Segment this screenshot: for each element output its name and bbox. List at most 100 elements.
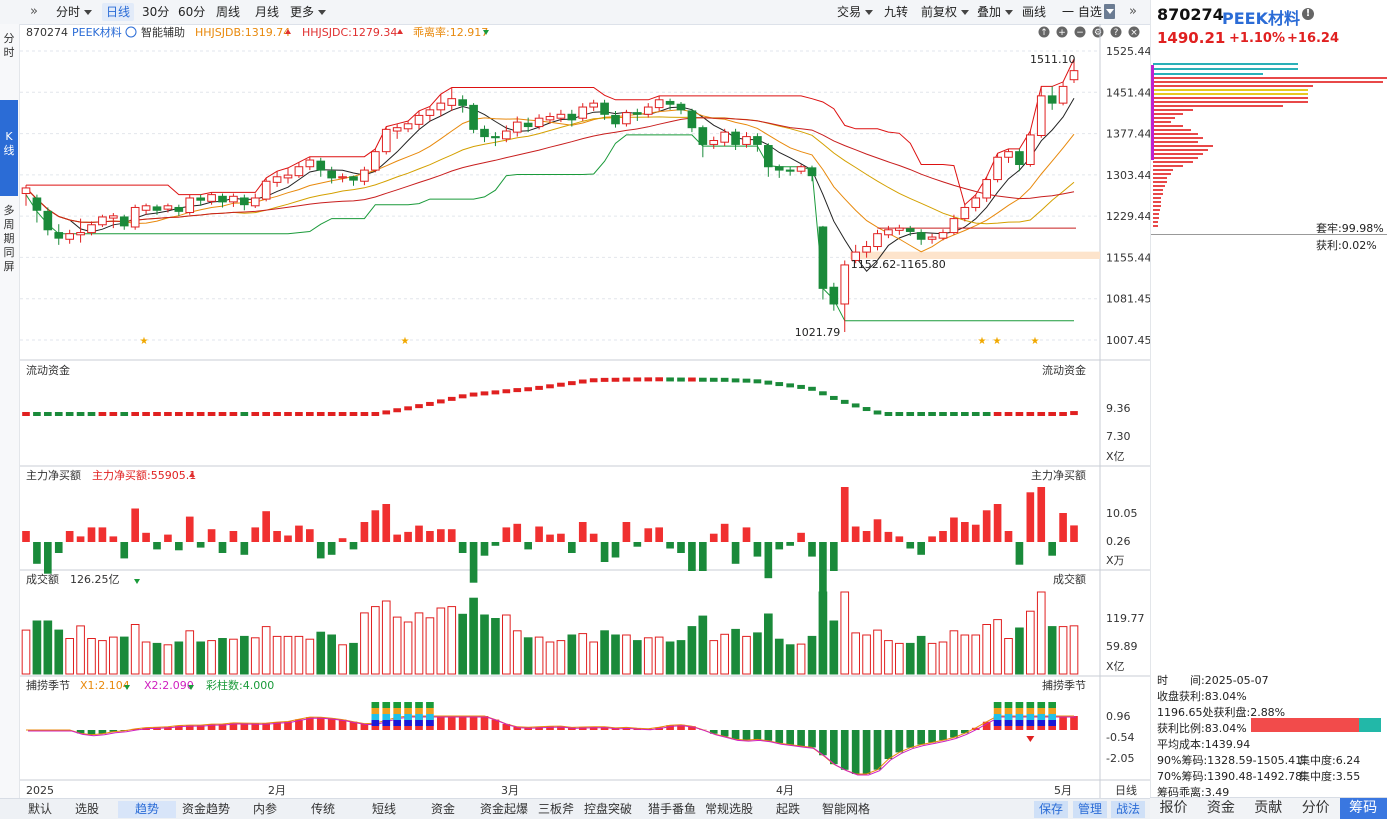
double-chevron-right-icon[interactable]: » [26,3,42,21]
candle [99,215,107,227]
season-bar [459,716,467,730]
indicator-tab[interactable]: 资金起爆 [472,801,536,818]
volume-bar [66,639,74,675]
period-label: 分时 [56,5,80,19]
period-5-button[interactable]: 月线 [251,3,283,21]
indicator-tab[interactable]: 内参 [238,801,292,818]
price-axis-label: 1081.45 [1106,293,1150,306]
right-tab[interactable]: 分价 [1292,798,1339,819]
fund-bar [219,412,227,416]
right-tab[interactable]: 贡献 [1245,798,1292,819]
indicator-tab[interactable]: 三板斧 [536,801,576,818]
double-chevron-right-icon[interactable]: » [1125,3,1141,21]
period-1-button[interactable]: 日线 [102,3,134,21]
indicator-tab[interactable]: 选股 [62,801,112,818]
indicator-tab[interactable]: 猎手番鱼 [642,801,702,818]
tool-3-button[interactable]: 叠加 [973,3,1017,21]
season-title: 捕捞季节 [26,678,70,692]
candle [896,225,904,235]
tool-1-button[interactable]: 九转 [880,3,912,21]
volume-bar [961,635,969,674]
candle [754,133,762,151]
main-unit: X万 [1106,554,1125,567]
candle [66,230,74,244]
tool-label: 一 自选 [1062,5,1102,19]
dropdown-toggle-icon[interactable] [1104,4,1115,19]
season-color-bar [404,714,412,720]
net-buy-bar [896,536,904,542]
tool-4-button[interactable]: 画线 [1018,3,1050,21]
net-buy-bar [448,529,456,542]
bottom-action-button[interactable]: 战法 [1111,801,1145,818]
fund-bar [230,412,238,416]
chip-bar [1153,145,1213,147]
gear-icon[interactable]: ⚙ [1093,27,1104,39]
help-icon[interactable]: ? [1111,27,1122,39]
star-icon: ★ [140,336,149,347]
arrow-down-icon [134,579,140,584]
indicator-tab[interactable]: 智能网格 [818,801,874,818]
bottom-action-button[interactable]: 保存 [1034,801,1068,818]
bottom-action-button[interactable]: 管理 [1073,801,1107,818]
period-4-button[interactable]: 周线 [212,3,244,21]
net-buy-bar [863,531,871,542]
indicator-tab[interactable]: 短线 [354,801,414,818]
net-buy-bar [623,522,631,542]
right-tab[interactable]: 资金 [1197,798,1244,819]
chip-bar [1153,221,1158,223]
fund-bar [754,379,762,383]
season-bar [732,730,740,739]
period-6-button[interactable]: 更多 [286,3,330,21]
chip-bar [1153,153,1203,155]
arrow-up-icon[interactable]: ↑ [1039,27,1050,39]
indicator-tab[interactable]: 资金 [414,801,472,818]
avg-cost: 平均成本:1439.94 [1157,736,1250,752]
candle-body [579,107,587,118]
net-buy-bar [382,504,390,542]
right-tab[interactable]: 筹码 [1340,798,1387,819]
tool-5-button[interactable]: 一 自选 [1058,3,1106,21]
indicator-tab[interactable]: 控盘突破 [578,801,638,818]
indicator-tab[interactable]: 起跌 [768,801,808,818]
tab-intraday[interactable]: 分时 [0,32,18,68]
change-amount: +16.24 [1287,31,1339,46]
candle [1059,82,1067,105]
candle-body [22,188,30,194]
tool-2-button[interactable]: 前复权 [917,3,973,21]
right-tab[interactable]: 报价 [1150,798,1197,819]
info-icon[interactable]: ! [1302,8,1314,20]
fund-bar [797,385,805,389]
indicator-tab[interactable]: 资金趋势 [176,801,236,818]
indicator-tab[interactable]: 趋势 [118,801,176,818]
zoom-in-icon[interactable]: + [1057,27,1068,39]
candle-body [1037,96,1045,136]
net-buy-bar [961,522,969,542]
volume-bar [699,616,707,674]
indicator-tab[interactable]: 常规选股 [702,801,756,818]
indicator-tab[interactable]: 传统 [292,801,354,818]
tool-0-button[interactable]: 交易 [833,3,877,21]
candle-body [208,195,216,202]
zoom-out-icon[interactable]: − [1075,27,1086,39]
fund-bar [328,412,336,416]
volume-bar [863,635,871,674]
candle-body [699,128,707,145]
season-bar [797,730,805,746]
candle-body [754,137,762,145]
indicator-tab[interactable]: 默认 [22,801,58,818]
period-2-button[interactable]: 30分 [138,3,173,21]
fund-bar [950,412,958,416]
tab-kline[interactable]: K线 [0,100,18,196]
candle [775,165,783,178]
period-0-button[interactable]: 分时 [52,3,96,21]
net-buy-bar [743,527,751,542]
close-icon[interactable]: × [1129,27,1140,39]
season-color-bar [372,720,380,726]
period-3-button[interactable]: 60分 [174,3,209,21]
candle [350,176,358,186]
main-title-right: 主力净买额 [1031,468,1086,482]
candle-body [1059,86,1067,103]
tab-multi-period[interactable]: 多周期同屏 [0,204,18,294]
season-bar [819,730,827,755]
